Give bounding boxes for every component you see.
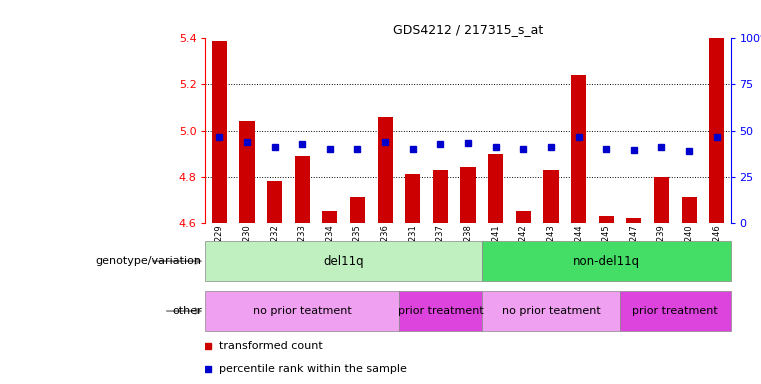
Bar: [433, 170, 448, 223]
Bar: [516, 211, 531, 223]
Bar: [405, 174, 420, 223]
Title: GDS4212 / 217315_s_at: GDS4212 / 217315_s_at: [393, 23, 543, 36]
Text: prior treatment: prior treatment: [632, 306, 718, 316]
Bar: [322, 211, 337, 223]
Text: prior treatment: prior treatment: [397, 306, 483, 316]
Text: no prior teatment: no prior teatment: [501, 306, 600, 316]
Bar: [709, 38, 724, 223]
Bar: [205, 291, 399, 331]
Text: percentile rank within the sample: percentile rank within the sample: [218, 364, 406, 374]
Text: non-del11q: non-del11q: [572, 255, 640, 268]
Bar: [482, 241, 731, 281]
Text: other: other: [172, 306, 202, 316]
Bar: [571, 75, 586, 223]
Bar: [460, 167, 476, 223]
Bar: [295, 156, 310, 223]
Bar: [267, 181, 282, 223]
Bar: [482, 291, 620, 331]
Text: del11q: del11q: [323, 255, 364, 268]
Bar: [682, 197, 697, 223]
Text: no prior teatment: no prior teatment: [253, 306, 352, 316]
Bar: [543, 170, 559, 223]
Bar: [399, 291, 482, 331]
Bar: [654, 177, 669, 223]
Bar: [377, 117, 393, 223]
Bar: [599, 216, 614, 223]
Bar: [620, 291, 731, 331]
Text: genotype/variation: genotype/variation: [96, 256, 202, 266]
Bar: [239, 121, 254, 223]
Bar: [626, 218, 642, 223]
Bar: [350, 197, 365, 223]
Bar: [488, 154, 503, 223]
Bar: [212, 41, 227, 223]
Text: transformed count: transformed count: [218, 341, 323, 351]
Bar: [205, 241, 482, 281]
